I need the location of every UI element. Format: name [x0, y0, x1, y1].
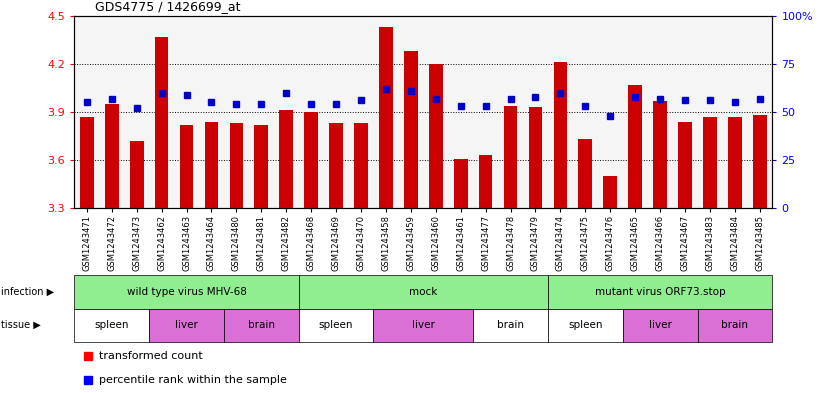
Bar	[504, 106, 517, 208]
Bar	[753, 115, 767, 208]
Text: mock: mock	[409, 287, 438, 297]
Text: brain: brain	[248, 320, 275, 330]
Bar	[653, 101, 667, 208]
Bar	[553, 62, 567, 208]
Bar	[254, 125, 268, 208]
Text: brain: brain	[497, 320, 524, 330]
Bar	[429, 64, 443, 208]
Text: mutant virus ORF73.stop: mutant virus ORF73.stop	[595, 287, 725, 297]
Bar	[623, 309, 697, 342]
Bar	[473, 309, 548, 342]
Text: spleen: spleen	[94, 320, 129, 330]
Bar	[230, 123, 243, 208]
Bar	[205, 121, 218, 208]
Bar	[304, 112, 318, 208]
Bar	[703, 117, 717, 208]
Bar	[548, 275, 772, 309]
Text: transformed count: transformed count	[99, 351, 202, 361]
Text: tissue ▶: tissue ▶	[1, 320, 40, 330]
Bar	[453, 158, 468, 208]
Bar	[379, 27, 393, 208]
Text: liver: liver	[412, 320, 434, 330]
Bar	[697, 309, 772, 342]
Bar	[578, 139, 592, 208]
Text: percentile rank within the sample: percentile rank within the sample	[99, 375, 287, 385]
Text: infection ▶: infection ▶	[1, 287, 54, 297]
Bar	[74, 309, 150, 342]
Bar	[678, 121, 692, 208]
Bar	[150, 309, 224, 342]
Bar	[728, 117, 742, 208]
Text: liver: liver	[648, 320, 672, 330]
Text: GDS4775 / 1426699_at: GDS4775 / 1426699_at	[95, 0, 241, 13]
Bar	[74, 275, 299, 309]
Bar	[299, 275, 548, 309]
Bar	[330, 123, 343, 208]
Text: brain: brain	[721, 320, 748, 330]
Bar	[154, 37, 169, 208]
Bar	[548, 309, 623, 342]
Bar	[130, 141, 144, 208]
Bar	[529, 107, 543, 208]
Bar	[80, 117, 93, 208]
Bar	[224, 309, 299, 342]
Bar	[479, 155, 492, 208]
Bar	[604, 176, 617, 208]
Bar	[279, 110, 293, 208]
Bar	[354, 123, 368, 208]
Bar	[105, 104, 119, 208]
Bar	[180, 125, 193, 208]
Bar	[404, 51, 418, 208]
Text: wild type virus MHV-68: wild type virus MHV-68	[126, 287, 246, 297]
Text: liver: liver	[175, 320, 198, 330]
Bar	[299, 309, 373, 342]
Bar	[629, 85, 642, 208]
Text: spleen: spleen	[568, 320, 603, 330]
Bar	[373, 309, 473, 342]
Text: spleen: spleen	[319, 320, 354, 330]
